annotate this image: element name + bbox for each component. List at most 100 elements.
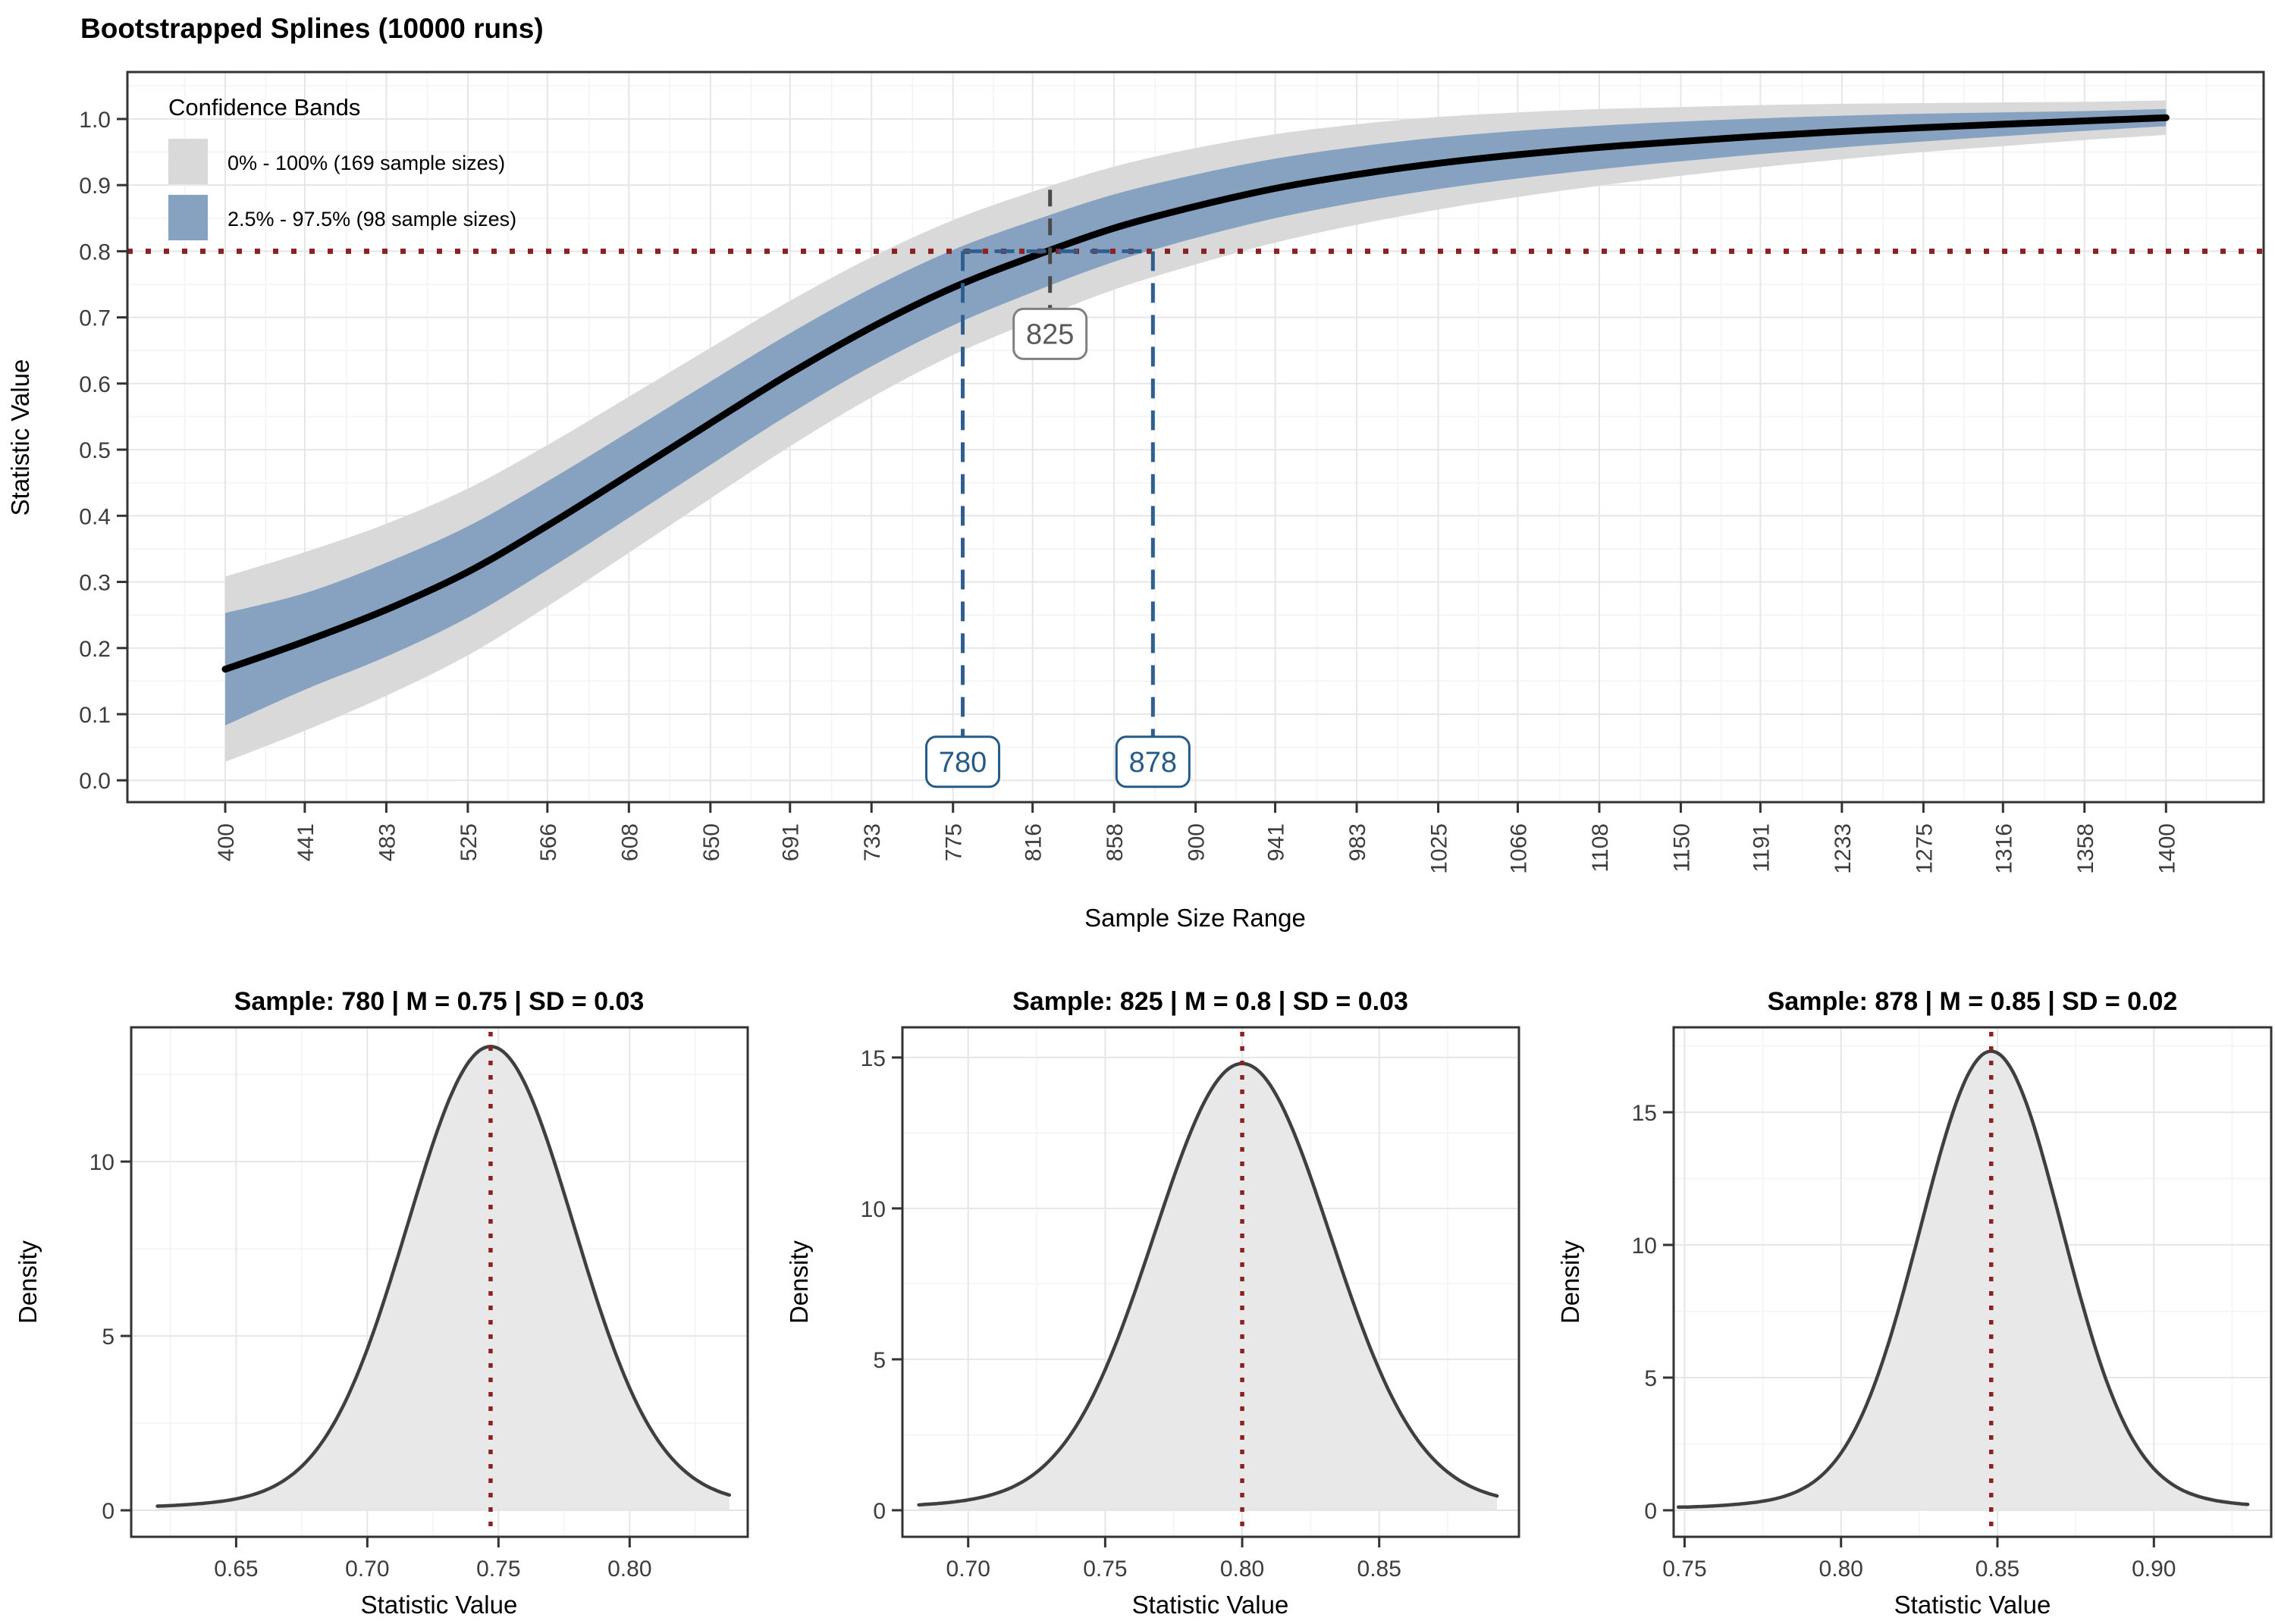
x-tick-label: 775 [942,823,967,861]
y-tick-label: 5 [1644,1366,1657,1391]
x-tick-label: 1066 [1506,823,1531,874]
annotation-780-label: 780 [939,747,987,779]
y-tick-label: 0 [102,1499,115,1524]
spline-mean-curve [221,114,2170,673]
y-tick-label: 0.9 [79,174,111,199]
y-tick-label: 0.5 [79,438,111,463]
x-tick-label: 650 [699,823,724,861]
legend-swatch-inner-band [168,195,208,240]
density-878-x-title: Statistic Value [1894,1591,2051,1619]
x-tick-label: 1025 [1427,823,1452,874]
main-series [221,100,2170,762]
x-tick-label: 0.80 [607,1557,651,1582]
density-curve [1676,1049,2250,1510]
y-tick-label: 1.0 [79,108,111,133]
y-tick-label: 10 [89,1150,115,1175]
density-780-x-title: Statistic Value [361,1591,518,1619]
annotation-825-label: 825 [1026,318,1074,350]
x-tick-label: 0.70 [345,1557,389,1582]
density-curve [155,1045,732,1508]
x-tick-label: 0.75 [1083,1557,1127,1582]
y-tick-label: 15 [1632,1101,1657,1126]
annotation-780-box [925,735,1001,788]
density-825-y-title: Density [785,1240,813,1324]
density-area [157,1046,730,1510]
x-tick-label: 1358 [2073,823,2098,874]
density-780-y-title: Density [14,1240,42,1324]
x-tick-label: 1316 [1991,823,2016,874]
y-tick-label: 0 [1644,1499,1657,1524]
x-tick-label: 0.65 [214,1557,258,1582]
x-tick-label: 858 [1103,823,1128,861]
legend: Confidence Bands 0% - 100% (169 sample s… [168,94,516,240]
x-tick-label: 1108 [1588,823,1613,873]
annotation-878: 878 [1115,735,1191,788]
annotation-825: 825 [1012,307,1088,360]
x-tick-label: 400 [214,823,239,861]
x-tick-label: 1150 [1669,823,1694,873]
annotation-878-box [1115,735,1191,788]
y-tick-label: 0.3 [79,571,111,596]
confidence-band-2.5-97.5 [224,108,2167,726]
y-tick-label: 0.7 [79,306,111,331]
x-tick-label: 483 [375,823,400,861]
y-tick-label: 0.4 [79,504,111,529]
x-tick-label: 525 [457,823,482,861]
y-tick-label: 0.8 [79,240,111,265]
x-tick-label: 0.85 [1975,1557,2019,1582]
y-tick-label: 0 [873,1499,886,1524]
x-tick-label: 816 [1021,823,1046,861]
x-tick-label: 900 [1185,823,1210,861]
legend-swatch-outer-band [168,139,208,184]
density-area [1678,1051,2248,1510]
annotation-878-label: 878 [1129,747,1177,779]
density-panel-border [1672,1026,2273,1538]
main-x-axis-title: Sample Size Range [1084,904,1306,932]
main-axes: 0.0 0.1 0.2 0.3 0.4 0.5 0.6 0.7 0.8 0.9 1.0 400 441 4… [79,108,2179,874]
legend-title: Confidence Bands [168,94,360,121]
x-tick-label: 1400 [2154,823,2179,874]
density-878-title: Sample: 878 | M = 0.85 | SD = 0.02 [1768,987,2178,1016]
x-tick-label: 1233 [1831,823,1856,874]
x-tick-label: 441 [293,823,318,861]
y-tick-label: 10 [1632,1234,1657,1259]
x-tick-label: 691 [779,823,804,861]
x-tick-label: 0.80 [1220,1557,1264,1582]
density-825-x-title: Statistic Value [1132,1591,1289,1619]
x-tick-label: 0.90 [2132,1557,2176,1582]
x-tick-label: 0.85 [1357,1557,1401,1582]
x-tick-label: 608 [617,823,642,861]
main-title: Bootstrapped Splines (10000 runs) [80,13,544,44]
y-tick-label: 15 [861,1046,886,1071]
x-tick-label: 0.75 [476,1557,520,1582]
x-tick-label: 0.75 [1662,1557,1706,1582]
density-panel-825: 0 5 10 15 0.70 0.75 0.80 0.85 [861,1026,1520,1582]
density-panel-780: 0 5 10 0.65 0.70 0.75 0.80 [89,1026,749,1582]
x-tick-label: 1275 [1912,823,1937,874]
legend-label-outer-band: 0% - 100% (169 sample sizes) [228,152,505,174]
density-panel-878: 0 5 10 15 0.75 0.80 0.85 0.90 [1632,1026,2273,1582]
legend-label-inner-band: 2.5% - 97.5% (98 sample sizes) [228,208,516,230]
y-tick-label: 0.2 [79,637,111,662]
x-tick-label: 733 [860,823,885,861]
density-area [918,1063,1498,1510]
density-780-title: Sample: 780 | M = 0.75 | SD = 0.03 [234,987,645,1016]
annotation-825-box [1012,307,1088,360]
x-tick-label: 0.70 [946,1557,990,1582]
x-tick-label: 566 [536,823,561,861]
density-825-title: Sample: 825 | M = 0.8 | SD = 0.03 [1012,987,1408,1016]
density-panel-border [901,1026,1520,1538]
density-878-y-title: Density [1556,1240,1584,1324]
y-tick-label: 5 [102,1325,115,1350]
x-tick-label: 941 [1264,823,1289,861]
x-tick-label: 983 [1345,823,1370,861]
y-tick-label: 0.1 [79,703,111,728]
main-y-axis-title: Statistic Value [6,359,34,516]
x-tick-label: 1191 [1749,823,1774,873]
x-tick-label: 0.80 [1819,1557,1863,1582]
annotation-780: 780 [925,735,1001,788]
y-tick-label: 0.0 [79,769,111,794]
y-tick-label: 0.6 [79,372,111,397]
